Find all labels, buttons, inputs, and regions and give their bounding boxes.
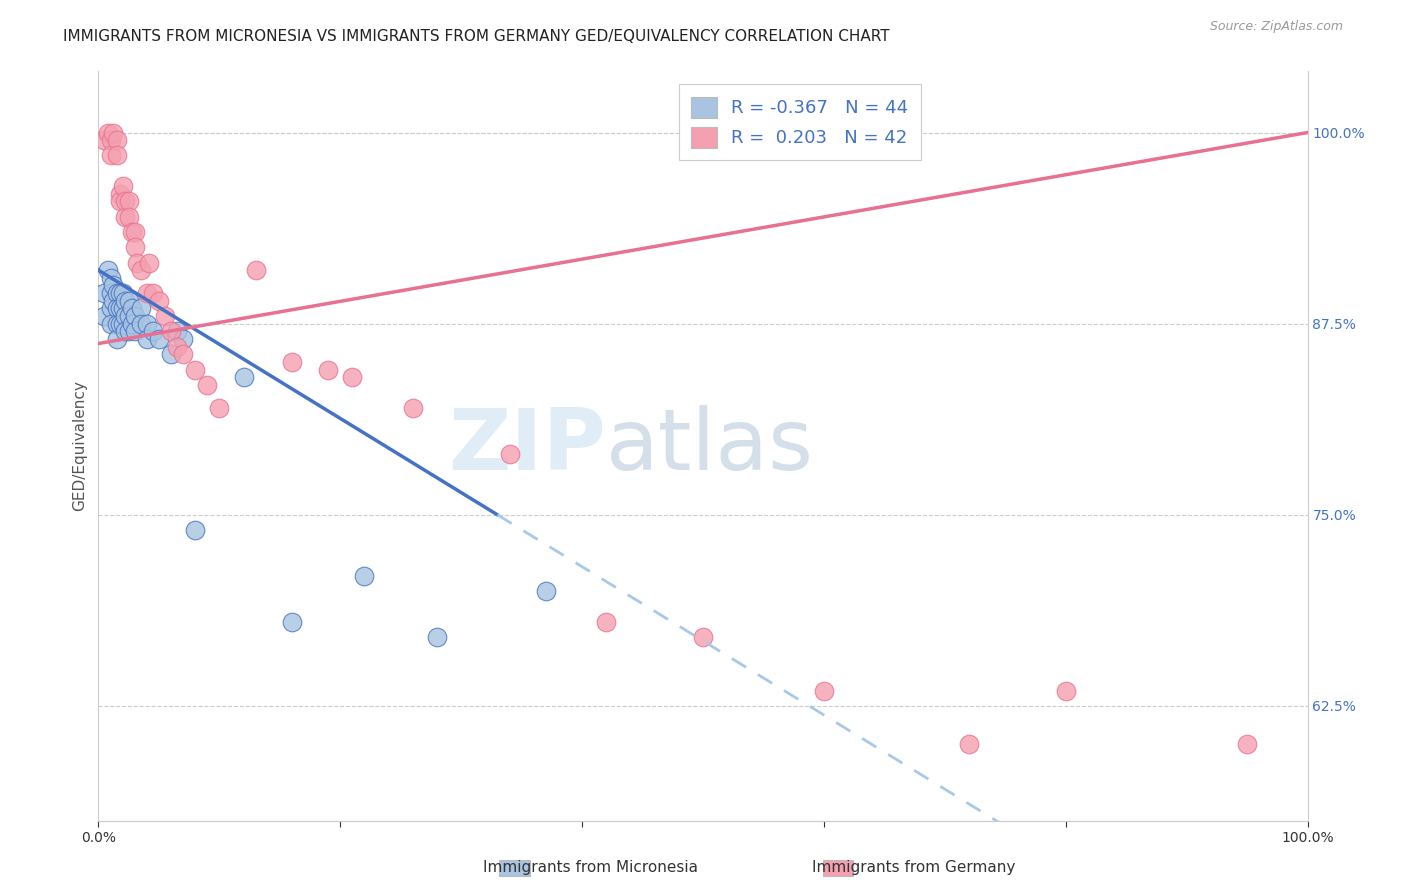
Point xyxy=(97,126,120,140)
Text: Immigrants from Micronesia: Immigrants from Micronesia xyxy=(484,860,697,874)
Point xyxy=(105,148,128,162)
Point xyxy=(160,324,183,338)
Y-axis label: GED/Equivalency: GED/Equivalency xyxy=(72,381,87,511)
Point xyxy=(135,332,157,346)
Point xyxy=(118,194,141,209)
Point xyxy=(118,293,141,308)
Point xyxy=(108,301,131,316)
Point xyxy=(105,286,128,301)
Point xyxy=(108,194,131,209)
Point xyxy=(105,317,128,331)
Point xyxy=(124,240,146,254)
Point xyxy=(100,286,122,301)
Point xyxy=(121,301,143,316)
Point xyxy=(595,615,617,629)
Point xyxy=(813,683,835,698)
Point xyxy=(114,194,136,209)
Point xyxy=(153,309,176,323)
Point xyxy=(111,179,134,194)
Point xyxy=(100,301,122,316)
Point xyxy=(184,362,207,376)
Point xyxy=(142,286,165,301)
Point xyxy=(127,255,149,269)
Point xyxy=(148,332,170,346)
Point xyxy=(118,324,141,338)
Text: atlas: atlas xyxy=(606,404,814,488)
Point xyxy=(135,286,157,301)
Point xyxy=(97,263,120,277)
Point xyxy=(281,615,304,629)
Point xyxy=(101,126,124,140)
Point xyxy=(114,324,136,338)
Point xyxy=(232,370,254,384)
Point xyxy=(108,186,131,201)
Point xyxy=(121,225,143,239)
Text: IMMIGRANTS FROM MICRONESIA VS IMMIGRANTS FROM GERMANY GED/EQUIVALENCY CORRELATIO: IMMIGRANTS FROM MICRONESIA VS IMMIGRANTS… xyxy=(63,29,890,44)
Text: Source: ZipAtlas.com: Source: ZipAtlas.com xyxy=(1209,20,1343,33)
Point xyxy=(534,584,557,599)
Point xyxy=(114,309,136,323)
Point xyxy=(100,133,122,147)
Point xyxy=(118,309,141,323)
Point xyxy=(105,133,128,147)
Point xyxy=(124,324,146,338)
Point xyxy=(100,148,122,162)
Point xyxy=(1236,737,1258,751)
Point xyxy=(111,317,134,331)
Point xyxy=(114,210,136,224)
Point xyxy=(100,270,122,285)
Text: Immigrants from Germany: Immigrants from Germany xyxy=(813,860,1015,874)
Point xyxy=(105,301,128,316)
Point xyxy=(135,317,157,331)
Point xyxy=(129,301,152,316)
Point xyxy=(208,401,231,415)
Point xyxy=(426,630,449,644)
Point xyxy=(353,569,375,583)
Point xyxy=(129,263,152,277)
Point xyxy=(184,523,207,537)
Point xyxy=(498,447,520,461)
Point xyxy=(93,286,115,301)
Point xyxy=(166,340,188,354)
Point xyxy=(281,355,304,369)
Point xyxy=(195,377,218,392)
Point xyxy=(101,293,124,308)
Text: ZIP: ZIP xyxy=(449,404,606,488)
Point xyxy=(111,286,134,301)
Point xyxy=(245,263,267,277)
Point xyxy=(108,286,131,301)
Point xyxy=(172,347,194,361)
Point xyxy=(160,347,183,361)
Point xyxy=(101,278,124,293)
Point xyxy=(148,293,170,308)
Point xyxy=(114,293,136,308)
Point xyxy=(138,255,160,269)
Point xyxy=(105,332,128,346)
Point xyxy=(118,210,141,224)
Point xyxy=(121,317,143,331)
Point xyxy=(111,301,134,316)
Point xyxy=(957,737,980,751)
Point xyxy=(142,324,165,338)
Point xyxy=(129,317,152,331)
Point xyxy=(342,370,364,384)
Point xyxy=(166,324,188,338)
Point xyxy=(100,317,122,331)
Point xyxy=(1054,683,1077,698)
Point xyxy=(124,309,146,323)
Point xyxy=(316,362,339,376)
Point xyxy=(692,630,714,644)
Point xyxy=(93,133,115,147)
Point xyxy=(402,401,425,415)
Point xyxy=(124,225,146,239)
Legend: R = -0.367   N = 44, R =  0.203   N = 42: R = -0.367 N = 44, R = 0.203 N = 42 xyxy=(679,84,921,161)
Point xyxy=(93,309,115,323)
Point xyxy=(172,332,194,346)
Point xyxy=(108,317,131,331)
